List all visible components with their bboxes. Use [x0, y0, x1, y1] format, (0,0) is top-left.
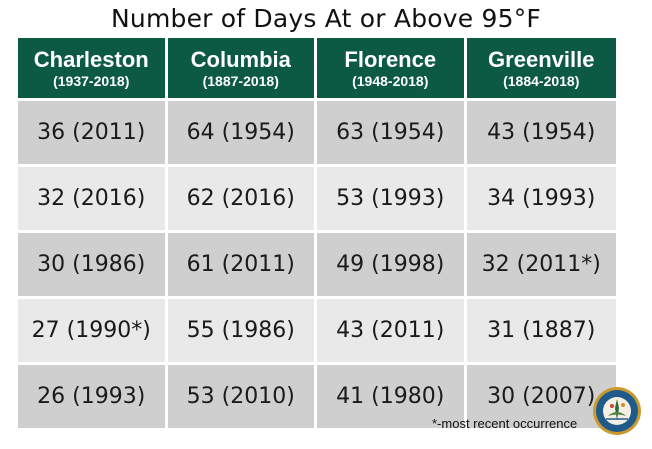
table-row: 36 (2011) 64 (1954) 63 (1954) 43 (1954) — [18, 101, 616, 167]
table-cell: 43 (1954) — [466, 101, 616, 167]
table-cell: 32 (2016) — [18, 167, 168, 233]
table-cell: 43 (2011) — [317, 299, 467, 365]
table-cell: 55 (1986) — [167, 299, 317, 365]
table-cell: 64 (1954) — [167, 101, 317, 167]
table-cell: 61 (2011) — [167, 233, 317, 299]
table-cell: 49 (1998) — [317, 233, 467, 299]
column-header-charleston: Charleston (1937-2018) — [18, 38, 168, 101]
table-cell: 34 (1993) — [466, 167, 616, 233]
table-cell: 41 (1980) — [317, 365, 467, 428]
record-years: (1887-2018) — [202, 72, 279, 89]
header-row: Charleston (1937-2018) Columbia (1887-20… — [18, 38, 616, 101]
table-cell: 53 (1993) — [317, 167, 467, 233]
column-header-florence: Florence (1948-2018) — [317, 38, 467, 101]
table-cell: 30 (2007) — [487, 384, 596, 409]
column-header-greenville: Greenville (1884-2018) — [466, 38, 616, 101]
state-agency-seal-icon — [593, 387, 641, 435]
city-name: Greenville — [488, 46, 595, 72]
table-cell: 31 (1887) — [466, 299, 616, 365]
table-cell: 62 (2016) — [167, 167, 317, 233]
table-cell: 32 (2011*) — [466, 233, 616, 299]
table-cell: 26 (1993) — [18, 365, 168, 428]
footnote: *-most recent occurrence — [432, 416, 578, 431]
city-name: Charleston — [33, 46, 149, 72]
days-table: Charleston (1937-2018) Columbia (1887-20… — [18, 38, 616, 428]
record-years: (1937-2018) — [53, 72, 130, 89]
column-header-columbia: Columbia (1887-2018) — [167, 38, 317, 101]
table-cell: 36 (2011) — [18, 101, 168, 167]
record-years: (1884-2018) — [503, 72, 580, 89]
city-name: Florence — [344, 46, 437, 72]
table-cell: 63 (1954) — [317, 101, 467, 167]
table-row: 32 (2016) 62 (2016) 53 (1993) 34 (1993) — [18, 167, 616, 233]
table-row: 27 (1990*) 55 (1986) 43 (2011) 31 (1887) — [18, 299, 616, 365]
table-row: 26 (1993) 53 (2010) 41 (1980) 30 (2007) — [18, 365, 616, 428]
table-cell: 30 (1986) — [18, 233, 168, 299]
city-name: Columbia — [190, 46, 291, 72]
record-years: (1948-2018) — [352, 72, 429, 89]
page-title: Number of Days At or Above 95°F — [111, 4, 541, 33]
table-cell: 27 (1990*) — [18, 299, 168, 365]
table-cell: 53 (2010) — [168, 365, 317, 428]
table-row: 30 (1986) 61 (2011) 49 (1998) 32 (2011*) — [18, 233, 616, 299]
